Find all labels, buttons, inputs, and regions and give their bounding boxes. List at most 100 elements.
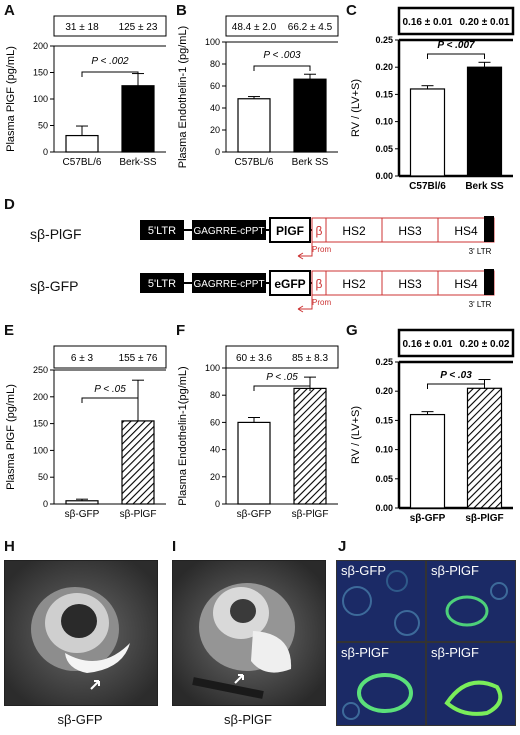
bar-chart-a: 31 ± 18 125 ± 23 0 50 100 150 200 Plasma PlGF (…: [5, 15, 167, 168]
p-value-e: P < .05: [94, 384, 126, 395]
beta-label-row1: β: [316, 277, 323, 291]
bar-e-1: [121, 420, 155, 505]
panel-letter-j: J: [338, 538, 347, 555]
y-axis-label-e: Plasma PlGF (pg/mL): [5, 384, 17, 490]
y-tick-label-f-5: 100: [205, 363, 220, 373]
y-tick-label-b-2: 40: [210, 103, 220, 113]
panel-letter-i: I: [172, 538, 177, 555]
y-tick-label-c-0: 0.00: [375, 171, 393, 181]
fluor-label-2: sβ-PlGF: [431, 563, 479, 578]
sig-bracket-e: [81, 397, 139, 403]
stats-box-a: [53, 15, 167, 37]
hs-label-row1-2: HS4: [454, 277, 478, 291]
hs-label-row0-2: HS4: [454, 224, 478, 238]
hs-label-row0-0: HS2: [342, 224, 366, 238]
fluor-tile-4: sβ-PlGF: [426, 642, 516, 726]
p-value-b: P < .003: [263, 50, 301, 61]
mri-image-plgf: [172, 560, 326, 706]
bar-e-0: [65, 500, 99, 505]
prom-arrowhead-row1: [297, 305, 304, 313]
x-tick-label-g-0: sβ-GFP: [410, 513, 446, 524]
x-tick-label-c-1: Berk SS: [465, 181, 504, 192]
y-tick-label-a-0: 0: [43, 147, 48, 157]
x-tick-label-f-1: sβ-PlGF: [292, 509, 329, 520]
stats-box-c: [397, 6, 515, 36]
p-value-a: P < .002: [91, 56, 129, 67]
fluor-tile-3: sβ-PlGF: [336, 642, 426, 726]
stat-label-a-0: 31 ± 18: [65, 22, 99, 33]
stat-label-g-0: 0.16 ± 0.01: [403, 339, 453, 350]
panel-letter-b: B: [176, 2, 187, 19]
y-tick-label-b-1: 20: [210, 125, 220, 135]
panel-letter-h: H: [4, 538, 15, 555]
hs-label-row1-0: HS2: [342, 277, 366, 291]
stat-label-g-1: 0.20 ± 0.02: [460, 339, 510, 350]
y-tick-label-e-2: 100: [33, 445, 48, 455]
y-tick-label-b-0: 0: [215, 147, 220, 157]
x-tick-label-e-0: sβ-GFP: [65, 509, 100, 520]
construct-diagram: 5'LTR GAGRRE-cPPT PlGF β HS2 HS3 HS4 3' LTR Prom…: [140, 216, 495, 313]
y-tick-label-c-3: 0.15: [375, 89, 393, 99]
y-axis-label-b: Plasma Endothelin-1 (pg/mL): [177, 26, 189, 168]
sig-bracket-g: [427, 383, 485, 389]
ltr5-label-row0: 5'LTR: [148, 225, 176, 237]
y-tick-label-f-4: 80: [210, 390, 220, 400]
y-tick-label-c-1: 0.05: [375, 144, 393, 154]
y-tick-label-c-2: 0.10: [375, 117, 393, 127]
y-tick-label-e-0: 0: [43, 499, 48, 509]
ltr3-box-row1: [484, 269, 494, 295]
stat-label-a-1: 125 ± 23: [119, 22, 158, 33]
construct-row-gfp: 5'LTR GAGRRE-cPPT eGFP β HS2 HS3 HS4 3' LTR Prom: [140, 269, 495, 313]
stats-box-g: [397, 328, 515, 358]
mri-caption-plgf: sβ-PlGF: [224, 712, 272, 727]
y-tick-label-e-4: 200: [33, 392, 48, 402]
prom-arrowhead-row0: [297, 252, 304, 260]
gag-box-row1: [192, 273, 266, 293]
bar-f-1: [293, 387, 327, 505]
bar-chart-g: 0.16 ± 0.01 0.20 ± 0.02 0.00 0.05 0.10 0.15 0.…: [350, 328, 515, 524]
y-tick-label-c-5: 0.25: [375, 35, 393, 45]
p-value-f: P < .05: [266, 372, 298, 383]
y-tick-label-a-1: 50: [38, 121, 48, 131]
hs-box-row1-0: [325, 270, 383, 296]
gene-box-row1: [269, 270, 311, 296]
y-tick-label-f-0: 0: [215, 499, 220, 509]
mri-image-gfp: [4, 560, 158, 706]
prom-arrow-row1: [298, 295, 313, 310]
y-tick-label-g-0: 0.00: [375, 503, 393, 513]
y-axis-label-c: RV / (LV+S): [350, 79, 362, 137]
gene-label-row0: PlGF: [276, 224, 304, 238]
beta-label-row0: β: [316, 224, 323, 238]
panel-letter-d: D: [4, 196, 15, 213]
sig-bracket-f: [253, 385, 311, 391]
p-value-c: P < .007: [437, 40, 475, 51]
ltr3-label-row1: 3' LTR: [469, 300, 492, 309]
y-axis-label-a: Plasma PlGF (pg/mL): [5, 46, 17, 152]
construct-row-plgf: 5'LTR GAGRRE-cPPT PlGF β HS2 HS3 HS4 3' LTR Prom: [140, 216, 495, 260]
y-tick-label-f-3: 60: [210, 417, 220, 427]
bar-chart-f: 60 ± 3.6 85 ± 8.3 0 20 40 60 80 100 Plasma Endot…: [177, 345, 339, 520]
stat-label-e-0: 6 ± 3: [71, 353, 94, 364]
bar-f-0: [237, 421, 271, 505]
bar-c-1: [466, 66, 503, 177]
stat-label-b-1: 66.2 ± 4.5: [288, 22, 333, 33]
prom-arrow-row0: [298, 242, 313, 257]
stat-label-f-0: 60 ± 3.6: [236, 353, 273, 364]
bar-chart-c: 0.16 ± 0.01 0.20 ± 0.01 0.00 0.05 0.10 0.15 0.…: [350, 6, 515, 192]
x-tick-label-e-1: sβ-PlGF: [120, 509, 157, 520]
x-tick-label-a-0: C57BL/6: [63, 157, 102, 168]
x-tick-label-f-0: sβ-GFP: [237, 509, 272, 520]
fluor-label-1: sβ-GFP: [341, 563, 387, 578]
hs-label-row0-1: HS3: [398, 224, 422, 238]
y-tick-label-b-5: 100: [205, 37, 220, 47]
gag-label-row1: GAGRRE-cPPT: [193, 279, 264, 290]
fluor-tile-2: sβ-PlGF: [426, 560, 516, 642]
bar-chart-b: 48.4 ± 2.0 66.2 ± 4.5 0 20 40 60 80 100 Plasma E…: [177, 15, 339, 168]
x-tick-label-a-1: Berk-SS: [119, 157, 157, 168]
stat-label-c-0: 0.16 ± 0.01: [403, 17, 453, 28]
y-tick-label-a-4: 200: [33, 41, 48, 51]
hs-box-row1-1: [381, 270, 439, 296]
sig-bracket-c: [427, 53, 485, 59]
gag-box-row0: [192, 220, 266, 240]
panel-letter-g: G: [346, 322, 358, 339]
